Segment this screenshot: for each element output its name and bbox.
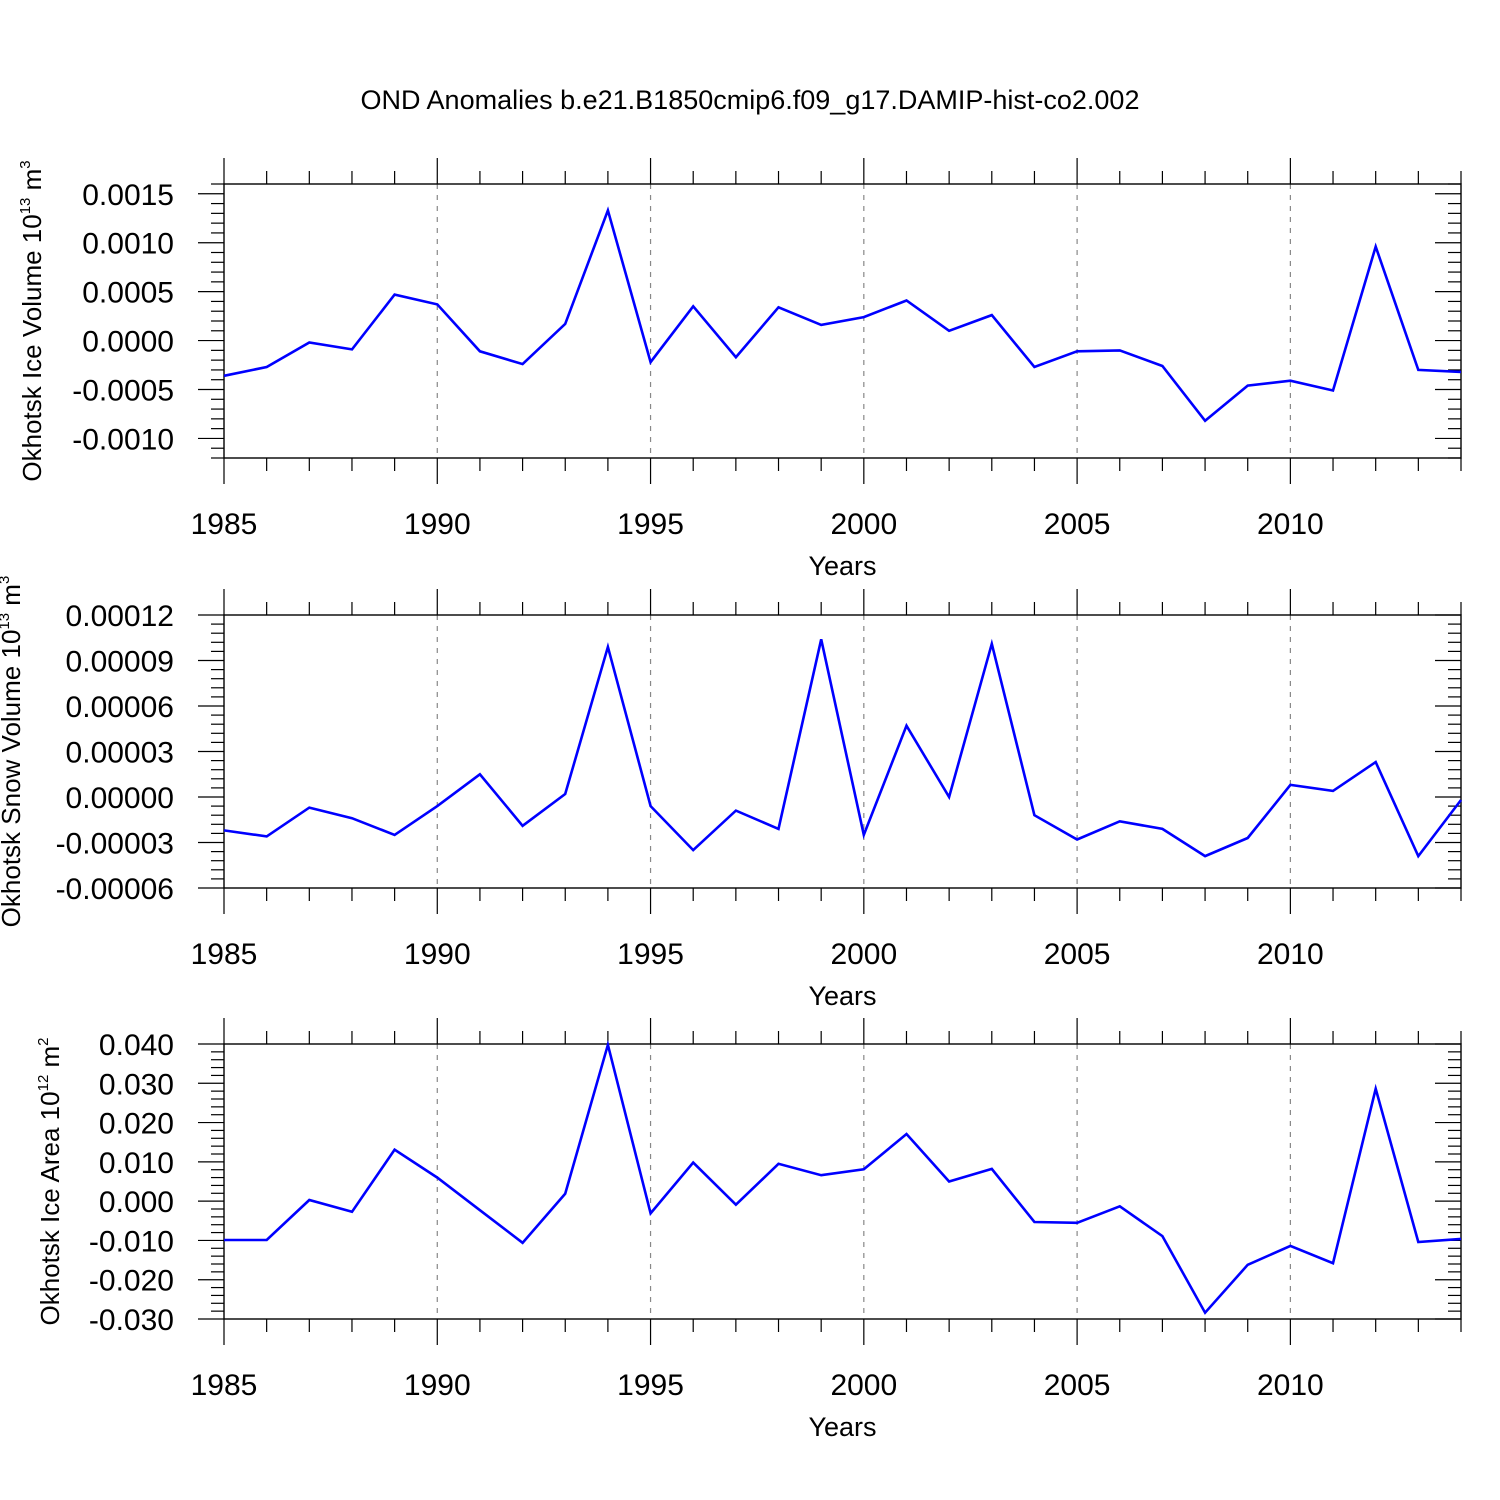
x-tick-label: 2000 [830, 1369, 897, 1402]
y-axis-label-exponent: 12 [35, 1075, 52, 1092]
plot-frame [223, 614, 1462, 889]
y-tick-label: 0.0005 [82, 277, 174, 310]
y-axis-label-unit: m [35, 1046, 65, 1075]
series-line [223, 206, 1462, 423]
y-tick-label: -0.0010 [72, 423, 174, 456]
y-tick-label: 0.020 [99, 1108, 174, 1141]
y-tick-label: -0.0005 [72, 375, 174, 408]
y-tick-label: -0.010 [89, 1225, 174, 1258]
y-tick-label: -0.030 [89, 1304, 174, 1337]
x-tick-label: 1995 [617, 1369, 684, 1402]
y-axis-label: Okhotsk Snow Volume 1013 m3 [0, 576, 26, 928]
x-tick-label: 2000 [830, 508, 897, 541]
y-tick-label: 0.00009 [66, 646, 174, 679]
panel-1: -0.0010 -0.0005 0.0000 0.0005 0.0010 0.0015 19… [17, 158, 1462, 581]
y-tick-label: 0.00003 [66, 737, 174, 770]
y-axis-label-unit: m [17, 169, 47, 198]
x-tick-label: 1990 [404, 1369, 471, 1402]
y-tick-label: -0.020 [89, 1265, 174, 1298]
y-tick-label: -0.00003 [56, 828, 174, 861]
y-tick-label: -0.00006 [56, 873, 174, 906]
x-tick-label: 1995 [617, 938, 684, 971]
y-axis-label-unit: m [0, 584, 26, 613]
panel-2: -0.00006 -0.00003 0.00000 0.00003 0.00006 0.0… [0, 576, 1463, 1011]
y-tick-label: 0.00006 [66, 691, 174, 724]
x-tick-label: 2010 [1257, 938, 1324, 971]
y-axis-label-text: Okhotsk Ice Area 10 [35, 1091, 65, 1325]
y-axis-label-unit-exponent: 3 [17, 160, 34, 168]
x-tick-label: 1985 [191, 508, 258, 541]
x-tick-label: 2010 [1257, 508, 1324, 541]
y-axis-label-text: Okhotsk Snow Volume 10 [0, 630, 26, 928]
y-axis-label: Okhotsk Ice Volume 1013 m3 [17, 160, 47, 481]
plot-frame [223, 1043, 1462, 1320]
y-axis-label: Okhotsk Ice Area 1012 m2 [35, 1037, 65, 1325]
x-tick-label: 2010 [1257, 1369, 1324, 1402]
y-tick-label: 0.030 [99, 1068, 174, 1101]
x-tick-label: 1990 [404, 508, 471, 541]
y-tick-label: 0.040 [99, 1029, 174, 1062]
x-tick-label: 1995 [617, 508, 684, 541]
series-line [224, 1039, 1462, 1315]
series-line [223, 638, 1463, 859]
x-tick-label: 1990 [404, 938, 471, 971]
y-tick-label: 0.0000 [82, 326, 174, 359]
y-tick-label: 0.0015 [82, 179, 174, 212]
y-axis-label-exponent: 13 [0, 613, 13, 630]
x-tick-label: 2000 [830, 938, 897, 971]
x-axis-label: Years [808, 981, 876, 1011]
y-axis-label-exponent: 13 [17, 198, 34, 215]
x-tick-label: 1985 [191, 1369, 258, 1402]
x-tick-label: 1985 [191, 938, 258, 971]
y-tick-label: 0.000 [99, 1186, 174, 1219]
y-tick-label: 0.00012 [66, 600, 174, 633]
y-tick-label: 0.00000 [66, 782, 174, 815]
chart-title: OND Anomalies b.e21.B1850cmip6.f09_g17.D… [361, 85, 1140, 115]
x-tick-label: 2005 [1044, 508, 1111, 541]
x-axis-label: Years [808, 1412, 876, 1442]
y-axis-label-unit-exponent: 2 [35, 1037, 52, 1045]
y-axis-label-text: Okhotsk Ice Volume 10 [17, 214, 47, 481]
y-tick-label: 0.0010 [82, 228, 174, 261]
y-axis-label-unit-exponent: 3 [0, 576, 13, 584]
x-tick-label: 2005 [1044, 938, 1111, 971]
x-axis-label: Years [808, 551, 876, 581]
y-tick-label: 0.010 [99, 1147, 174, 1180]
x-tick-label: 2005 [1044, 1369, 1111, 1402]
panel-3: -0.030 -0.020 -0.010 0.000 0.010 0.020 0.030 0.… [35, 1018, 1462, 1442]
